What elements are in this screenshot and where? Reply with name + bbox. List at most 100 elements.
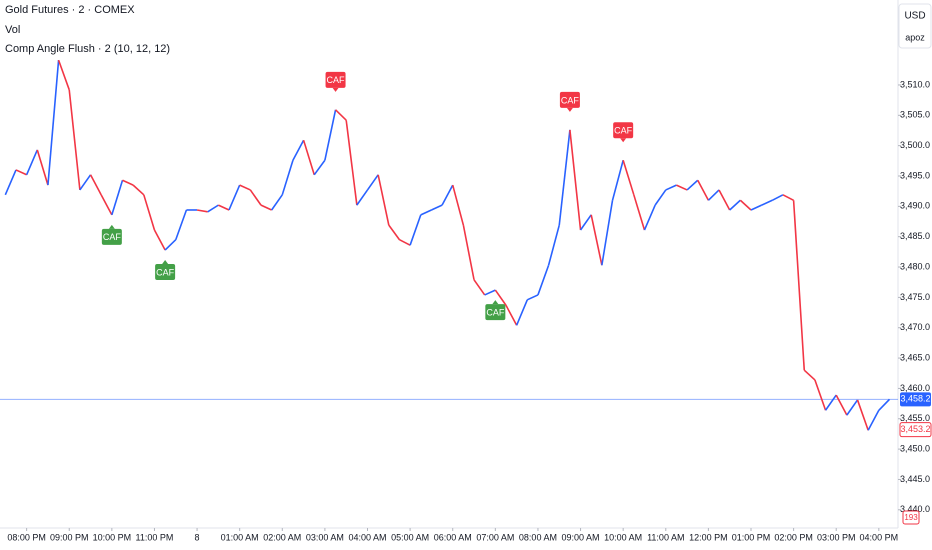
price-segment <box>132 184 145 196</box>
price-segment <box>856 399 869 431</box>
indicator-price-box <box>899 422 932 438</box>
signal-pointer <box>108 224 115 229</box>
price-segment <box>835 394 848 416</box>
price-segment <box>281 159 294 196</box>
price-segment <box>68 89 81 191</box>
x-tick-label: 11:00 PM <box>136 532 174 542</box>
price-segment <box>878 398 891 411</box>
price-segment <box>803 369 816 381</box>
price-segment <box>175 209 188 240</box>
price-segment <box>697 179 710 201</box>
price-segment <box>846 399 859 416</box>
signal-marker <box>613 122 634 139</box>
price-segment <box>270 194 283 211</box>
y-tick-label: 3,450.0 <box>900 443 930 453</box>
signal-marker <box>559 91 580 108</box>
price-segment <box>377 174 390 226</box>
price-segment <box>729 199 741 211</box>
price-segment <box>228 184 241 211</box>
price-segment <box>249 189 262 206</box>
price-segment <box>420 209 432 216</box>
signal-label: CAF <box>614 126 633 136</box>
last-price-label: 3,458.2 <box>900 394 930 404</box>
x-tick-label: 06:00 AM <box>434 532 472 542</box>
price-segment <box>302 139 316 176</box>
price-segment <box>345 120 358 206</box>
price-segment <box>441 184 454 206</box>
price-segment <box>665 184 677 191</box>
price-segment <box>590 214 603 266</box>
price-segment <box>505 304 518 326</box>
x-tick-label: 04:00 PM <box>860 532 899 542</box>
price-segment <box>537 264 550 296</box>
y-tick-label: 3,480.0 <box>900 261 930 271</box>
currency-box[interactable] <box>898 3 932 49</box>
price-segment <box>122 179 134 186</box>
price-segment <box>196 209 208 213</box>
y-tick-label: 3,455.0 <box>900 413 930 423</box>
x-tick-label: 03:00 AM <box>306 532 344 542</box>
y-tick-label: 3,445.0 <box>900 474 930 484</box>
signal-marker <box>485 304 506 321</box>
price-segment <box>15 169 27 176</box>
price-segment <box>654 189 667 206</box>
price-segment <box>473 279 486 296</box>
signal-label: CAF <box>156 267 175 277</box>
price-segment <box>515 299 529 326</box>
price-segment <box>399 239 411 246</box>
y-tick-label: 3,500.0 <box>900 140 930 150</box>
x-tick-label: 03:00 PM <box>817 532 856 542</box>
price-segment <box>47 60 60 186</box>
price-segment <box>409 214 422 246</box>
price-segment <box>633 194 646 231</box>
price-segment <box>782 194 794 201</box>
volume-box <box>902 510 920 525</box>
y-tick-label: 3,490.0 <box>900 201 930 211</box>
price-segment <box>334 109 347 121</box>
currency: USD <box>904 11 925 22</box>
price-segment <box>494 289 507 306</box>
y-tick-label: 3,475.0 <box>900 292 930 302</box>
y-tick-label: 3,485.0 <box>900 231 930 241</box>
signal-label: CAF <box>327 75 346 85</box>
price-segment <box>366 174 379 191</box>
y-tick-label: 3,510.0 <box>900 79 930 89</box>
price-segment <box>814 379 827 411</box>
price-segment <box>431 204 443 211</box>
indicator-price-label: 3,453.2 <box>900 424 930 434</box>
price-segment <box>569 129 582 231</box>
x-tick-label: 02:00 AM <box>263 532 301 542</box>
price-segment <box>111 180 124 216</box>
price-segment <box>100 194 113 216</box>
price-segment <box>260 204 272 211</box>
price-segment <box>739 199 752 211</box>
signal-pointer <box>566 107 573 112</box>
x-tick-label: 02:00 PM <box>774 532 813 542</box>
price-segment <box>356 189 369 206</box>
price-segment <box>292 139 305 161</box>
price-segment <box>867 409 880 431</box>
signal-pointer <box>492 300 499 305</box>
x-tick-label: 08:00 AM <box>519 532 557 542</box>
x-tick-label: 01:00 AM <box>221 532 259 542</box>
scale-label: apoz <box>905 32 925 42</box>
price-segment <box>218 204 230 211</box>
price-segment <box>601 200 614 266</box>
price-segment <box>388 224 401 241</box>
signal-label: CAF <box>486 307 505 317</box>
price-segment <box>451 184 465 226</box>
price-segment <box>643 204 656 231</box>
signal-marker <box>101 228 122 245</box>
price-segment <box>36 149 49 186</box>
x-tick-label: 07:00 AM <box>476 532 514 542</box>
price-segment <box>761 199 773 206</box>
price-axis-bg <box>898 0 932 550</box>
last-price-box <box>900 392 931 407</box>
price-segment <box>824 394 837 411</box>
price-segment <box>558 129 571 226</box>
price-segment <box>164 239 177 251</box>
price-segment <box>4 169 17 196</box>
signal-pointer <box>162 260 169 265</box>
price-segment <box>611 160 624 201</box>
